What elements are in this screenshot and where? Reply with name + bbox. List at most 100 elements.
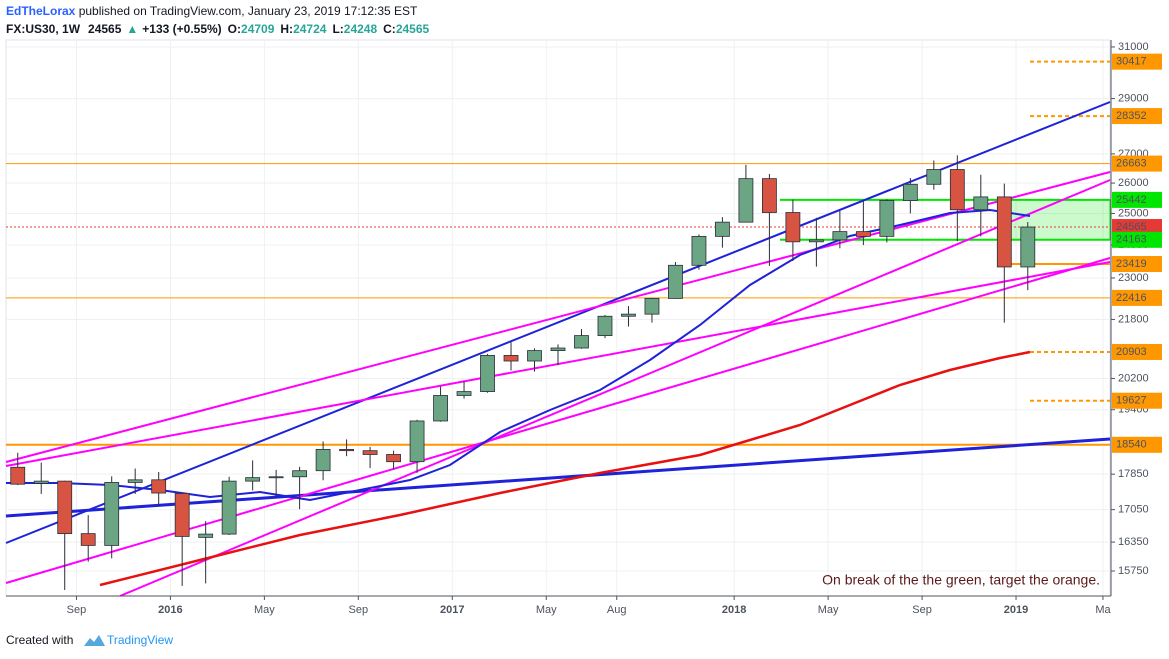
quote-line: FX:US30, 1W 24565 ▲ +133 (+0.55%) O:24709 H:2… <box>6 22 430 36</box>
candle-body <box>902 183 918 201</box>
candle-body <box>57 480 73 535</box>
symbol: FX:US30, 1W <box>6 22 81 36</box>
level-box <box>1112 219 1162 236</box>
level-box <box>1112 191 1162 208</box>
y-tick-label: 20200 <box>1118 372 1149 384</box>
candle-body <box>738 178 754 223</box>
trend-line <box>119 179 1111 597</box>
level-label: 25442 <box>1116 194 1147 206</box>
candle-body <box>433 395 448 422</box>
candle-body <box>527 350 542 362</box>
candle-body <box>668 264 683 299</box>
level-label: 28352 <box>1116 110 1147 122</box>
moving-average <box>99 350 1031 587</box>
candle-body <box>879 200 895 237</box>
candle-body <box>456 391 472 396</box>
candle-body <box>80 533 96 546</box>
candle-body <box>808 239 824 243</box>
candle-body <box>127 479 143 483</box>
candle-body <box>151 479 167 494</box>
y-tick-label: 21800 <box>1118 313 1149 325</box>
candle-body <box>339 449 354 452</box>
levels-under <box>6 60 1111 446</box>
candle-body <box>409 420 425 463</box>
level-box <box>1112 343 1162 360</box>
candle-body <box>691 235 707 266</box>
candle-body <box>33 480 49 484</box>
trend-line <box>5 257 1111 584</box>
y-tick-label: 15750 <box>1118 565 1149 577</box>
candle-body <box>550 347 566 351</box>
level-box <box>1112 256 1162 273</box>
level-label: 23419 <box>1116 258 1147 270</box>
trend-line <box>5 437 1111 518</box>
candle-body <box>10 466 26 485</box>
x-tick-label: 2016 <box>158 604 182 616</box>
level-label: 18540 <box>1116 439 1147 451</box>
y-tick-label: 31000 <box>1118 41 1149 53</box>
quote-value: 24709 <box>241 22 275 36</box>
candles <box>10 155 1036 590</box>
candle-body <box>386 454 401 463</box>
level-box <box>1112 53 1162 70</box>
candle-body <box>245 477 261 482</box>
x-tick-label: 2017 <box>440 604 464 616</box>
brand: TradingView <box>107 633 173 647</box>
level-label: 20903 <box>1116 346 1147 358</box>
quote-key: L: <box>332 22 343 36</box>
x-tick-label: Sep <box>67 604 87 616</box>
x-tick-label: 2018 <box>722 604 746 616</box>
candle-body <box>996 196 1012 268</box>
level-label: 19627 <box>1116 395 1147 407</box>
candle-body <box>221 480 237 535</box>
x-tick-label: May <box>818 604 839 616</box>
y-tick-label: 16350 <box>1118 536 1149 548</box>
level-box <box>1112 436 1162 453</box>
x-tick-label: Aug <box>607 604 627 616</box>
candle-body <box>292 470 308 478</box>
candle-body <box>315 449 331 472</box>
candle-body <box>362 450 378 455</box>
title: published on TradingView.com, January 23… <box>79 4 418 18</box>
brand-logo <box>84 635 105 646</box>
y-tick-label: 17850 <box>1118 468 1149 480</box>
candle-body <box>174 493 190 537</box>
footer: Created with <box>6 633 73 647</box>
level-box <box>1112 231 1162 248</box>
price-axis: 3100029000270002600025000240002300021800… <box>6 40 1149 616</box>
ohlc: O:24709 H:24724 L:24248 C:24565 <box>228 22 430 36</box>
header-line: EdTheLorax published on TradingView.com,… <box>6 4 418 18</box>
candle-body <box>268 476 284 479</box>
candle-body <box>480 355 495 392</box>
candle-body <box>855 231 871 237</box>
level-box <box>1112 289 1162 306</box>
candle-body <box>621 313 636 317</box>
candle-body <box>926 169 942 185</box>
author: EdTheLorax <box>6 4 76 18</box>
y-tick-label: 17050 <box>1118 504 1149 516</box>
trend-line <box>5 101 1111 544</box>
level-label: 22416 <box>1116 292 1147 304</box>
candle-body <box>574 335 589 349</box>
candle-body <box>198 533 214 538</box>
quote-key: H: <box>280 22 293 36</box>
candle-body <box>104 482 120 546</box>
quote-value: 24248 <box>344 22 378 36</box>
x-tick-label: Sep <box>349 604 369 616</box>
arrow: ▲ <box>126 22 138 36</box>
x-tick-label: 2019 <box>1004 604 1028 616</box>
trend-line <box>5 171 1111 463</box>
quote-value: 24565 <box>396 22 430 36</box>
level-label: 24565 <box>1116 221 1147 233</box>
candle-body <box>597 315 613 336</box>
candle-body <box>832 231 848 241</box>
candle-body <box>949 169 965 211</box>
last: 24565 <box>88 22 122 36</box>
quote-key: C: <box>383 22 396 36</box>
y-tick-label: 25000 <box>1118 207 1149 219</box>
annotation: On break of the the green, target the or… <box>822 572 1100 588</box>
x-tick-label: Ma <box>1095 604 1111 616</box>
y-tick-label: 29000 <box>1118 92 1149 104</box>
